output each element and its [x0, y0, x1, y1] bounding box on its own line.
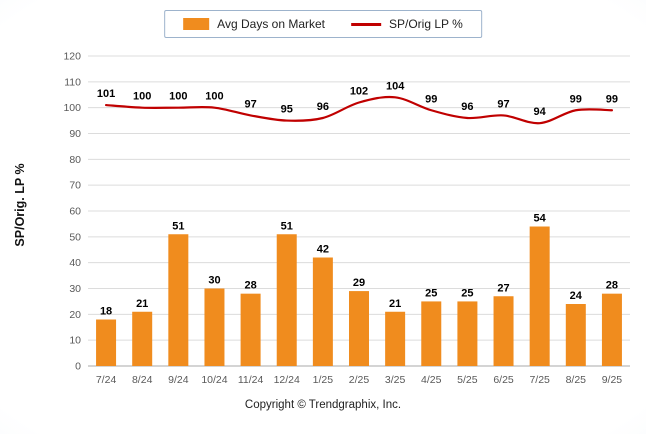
y-tick-label: 0: [75, 361, 81, 373]
chart-canvas: 0 10 20 30 40 50 60 70 80 90 100 110 120 7/24 8/24 9/24…: [63, 51, 630, 386]
y-tick-label: 90: [69, 128, 81, 140]
line-value-label: 100: [205, 91, 223, 103]
bar-value-label: 25: [461, 287, 473, 299]
legend: Avg Days on Market SP/Orig LP %: [164, 10, 482, 38]
y-tick-label: 10: [69, 335, 81, 347]
bar-value-label: 25: [425, 287, 437, 299]
bar: [421, 301, 442, 366]
bar: [601, 293, 622, 366]
x-tick-label: 7/25: [529, 374, 550, 386]
bar-value-label: 21: [389, 298, 401, 310]
line-value-label: 94: [534, 106, 547, 118]
y-tick-label: 40: [69, 257, 81, 269]
bar: [96, 319, 117, 366]
x-tick-label: 4/25: [421, 374, 442, 386]
bar-value-label: 21: [136, 298, 148, 310]
line-value-label: 99: [425, 93, 437, 105]
bar-value-label: 28: [606, 280, 618, 292]
bar-swatch-icon: [183, 18, 210, 30]
x-tick-label: 2/25: [349, 374, 370, 386]
x-tick-label: 1/25: [313, 374, 334, 386]
x-tick-label: 10/24: [201, 374, 227, 386]
x-tick-label: 12/24: [274, 374, 300, 386]
bar: [349, 291, 369, 366]
y-tick-label: 110: [64, 76, 81, 88]
bar-value-label: 27: [497, 282, 509, 294]
bar: [240, 293, 261, 366]
line-value-label: 104: [386, 80, 405, 92]
bar: [529, 226, 550, 366]
y-tick-label: 60: [69, 206, 81, 218]
legend-label-avg-days: Avg Days on Market: [217, 17, 326, 31]
line-value-label: 96: [461, 101, 473, 113]
y-tick-label: 50: [69, 231, 81, 243]
x-tick-label: 5/25: [457, 374, 478, 386]
bar-value-label: 28: [244, 280, 256, 292]
copyright: Copyright © Trendgraphix, Inc.: [244, 399, 402, 411]
y-tick-label: 80: [69, 154, 81, 166]
bar-value-label: 51: [281, 220, 293, 232]
line-series: [104, 95, 614, 125]
y-tick-label: 100: [63, 102, 81, 114]
y-tick-label: 120: [63, 51, 81, 63]
line-value-label: 99: [606, 93, 618, 105]
line-value-label: 95: [281, 104, 293, 116]
bar-value-label: 54: [534, 213, 547, 225]
bar-value-label: 18: [100, 306, 112, 318]
bar-value-label: 42: [317, 244, 329, 256]
bar-value-label: 24: [570, 290, 583, 302]
bar: [168, 234, 189, 366]
bar: [132, 311, 153, 366]
line-value-label: 99: [570, 93, 582, 105]
y-tick-label: 30: [69, 283, 81, 295]
line-value-label: 97: [497, 98, 509, 110]
y-tick-label: 70: [69, 180, 81, 192]
bar: [457, 301, 478, 366]
bar: [385, 311, 406, 366]
line-value-label: 102: [350, 86, 368, 98]
x-tick-label: 9/24: [168, 374, 189, 386]
line-value-label: 96: [317, 101, 329, 113]
x-tick-label: 7/24: [96, 374, 117, 386]
bar: [204, 288, 225, 366]
bar-value-label: 30: [208, 275, 220, 287]
x-tick-label: 8/25: [566, 374, 587, 386]
bar-value-label: 51: [172, 220, 184, 232]
line-value-label: 97: [244, 98, 256, 110]
bar: [276, 234, 297, 366]
line-value-label: 100: [133, 91, 151, 103]
x-tick-label: 3/25: [385, 374, 406, 386]
x-tick-label: 6/25: [493, 374, 514, 386]
bar-value-label: 29: [353, 277, 365, 289]
line-swatch-icon: [351, 22, 382, 26]
line-value-label: 100: [169, 91, 187, 103]
legend-label-sp-orig-lp: SP/Orig LP %: [389, 17, 463, 31]
y-tick-label: 20: [69, 309, 81, 321]
x-tick-label: 11/24: [238, 374, 264, 386]
bar: [493, 296, 514, 366]
bar: [565, 304, 586, 366]
legend-item-avg-days: Avg Days on Market: [183, 17, 325, 31]
x-tick-label: 8/24: [132, 374, 153, 386]
line-value-label: 101: [97, 88, 115, 100]
legend-item-sp-orig-lp: SP/Orig LP %: [351, 17, 463, 31]
bar: [312, 257, 333, 366]
x-tick-label: 9/25: [602, 374, 623, 386]
